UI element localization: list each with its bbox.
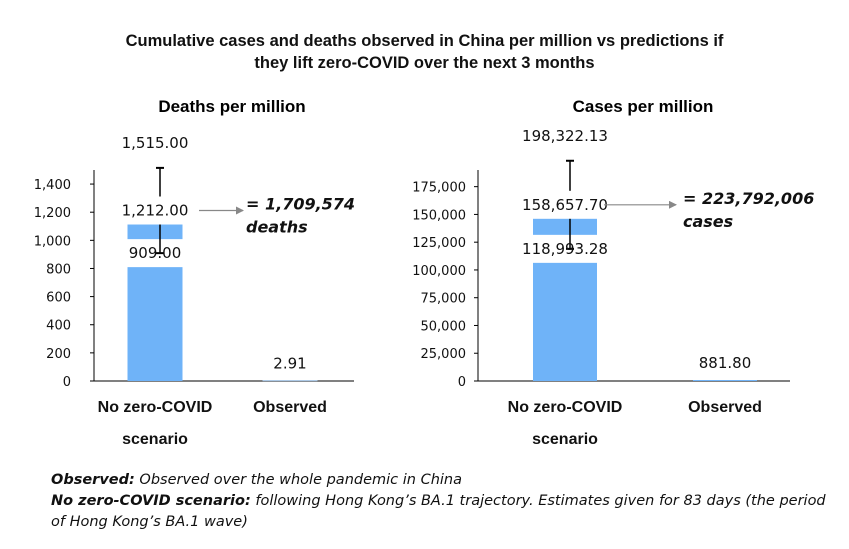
deaths-bar-scenario xyxy=(127,210,183,381)
cases-callout-line-2: cases xyxy=(683,212,733,231)
footnote-scenario: No zero-COVID scenario: following Hong K… xyxy=(51,491,831,533)
deaths-bar-observed xyxy=(262,380,318,382)
cases-category-label: scenario xyxy=(532,431,598,448)
footnote-scenario-label: No zero-COVID scenario: xyxy=(51,493,251,509)
deaths-chart-title: Deaths per million xyxy=(158,97,305,116)
cases-y-tick-label: 75,000 xyxy=(421,292,467,307)
cases-value-label-scenario: 158,657.70 xyxy=(522,196,608,214)
cases-y-tick-label: 150,000 xyxy=(412,208,466,223)
cases-error-high-label: 198,322.13 xyxy=(522,127,608,145)
cases-chart-title: Cases per million xyxy=(573,97,714,116)
deaths-chart: Deaths per million 0 200 400 600 800 1,000 1,20… xyxy=(34,97,355,448)
main-title-line-2: they lift zero-COVID over the next 3 mon… xyxy=(254,54,595,72)
cases-category-label: No zero-COVID xyxy=(508,399,623,416)
deaths-y-tick-label: 1,400 xyxy=(34,178,71,193)
deaths-value-label-scenario: 1,212.00 xyxy=(122,202,189,220)
deaths-y-tick-label: 400 xyxy=(46,319,71,334)
deaths-low-label-bg xyxy=(118,239,192,268)
cases-y-tick-label: 25,000 xyxy=(421,347,467,362)
deaths-value-label-observed: 2.91 xyxy=(273,355,306,373)
deaths-y-tick-label: 600 xyxy=(46,291,71,306)
footnote-observed-label: Observed: xyxy=(51,472,135,488)
deaths-y-tick-label: 200 xyxy=(46,347,71,362)
cases-value-label-bg xyxy=(524,190,606,219)
main-title: Cumulative cases and deaths observed in … xyxy=(0,30,849,74)
deaths-y-tick-label: 1,200 xyxy=(34,206,71,221)
cases-y-tick-label: 0 xyxy=(458,375,466,390)
cases-y-tick-label: 100,000 xyxy=(412,264,466,279)
deaths-error-high-label: 1,515.00 xyxy=(122,134,189,152)
footnote-scenario-text: following Hong Kong’s BA.1 trajectory. E… xyxy=(51,493,826,530)
footnotes: Observed: Observed over the whole pandem… xyxy=(51,470,831,533)
deaths-value-label-bg xyxy=(118,196,192,225)
cases-y-tick-label: 50,000 xyxy=(421,319,467,334)
cases-error-low-label: 118,993.28 xyxy=(522,240,608,258)
cases-value-label-observed: 881.80 xyxy=(699,354,752,372)
footnote-observed: Observed: Observed over the whole pandem… xyxy=(51,470,831,491)
cases-bar-scenario xyxy=(533,204,597,381)
cases-bar-observed xyxy=(693,380,757,381)
cases-y-tick-label: 125,000 xyxy=(412,236,466,251)
cases-y-tick-label: 175,000 xyxy=(412,181,466,196)
cases-callout-line-1: = 223,792,006 xyxy=(683,189,814,208)
deaths-category-label: scenario xyxy=(122,431,188,448)
deaths-callout-line-2: deaths xyxy=(246,218,308,237)
deaths-y-tick-label: 800 xyxy=(46,262,71,277)
deaths-category-label: Observed xyxy=(253,399,327,416)
cases-low-label-bg xyxy=(524,234,606,263)
deaths-y-tick-label: 1,000 xyxy=(34,234,71,249)
footnote-observed-text: Observed over the whole pandemic in Chin… xyxy=(134,472,462,488)
deaths-y-tick-label: 0 xyxy=(63,375,71,390)
cases-chart: Cases per million 0 25,000 50,000 75,000 100,… xyxy=(412,97,814,448)
main-title-line-1: Cumulative cases and deaths observed in … xyxy=(125,32,724,50)
deaths-callout-line-1: = 1,709,574 xyxy=(246,195,355,214)
deaths-category-label: No zero-COVID xyxy=(98,399,213,416)
cases-category-label: Observed xyxy=(688,399,762,416)
deaths-error-low-label: 909.00 xyxy=(129,244,182,262)
